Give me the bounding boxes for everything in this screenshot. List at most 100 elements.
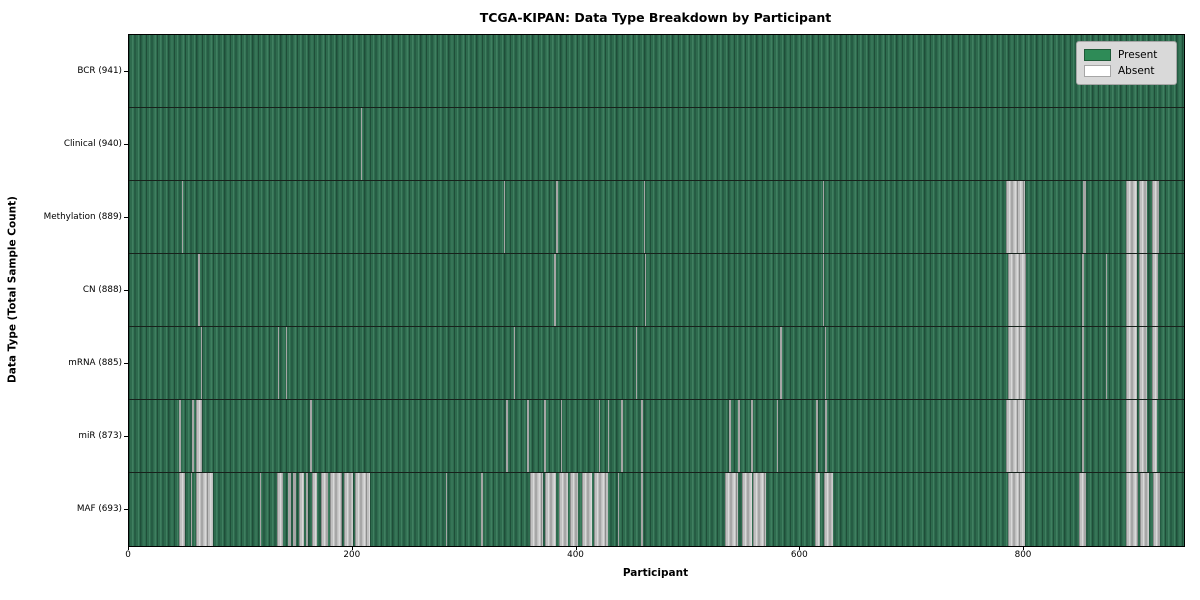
absent-stripe [823,473,833,546]
legend-item-present: Present [1084,47,1168,63]
absent-stripe [179,473,185,546]
absent-stripe [594,473,608,546]
absent-stripe [1008,254,1027,326]
absent-stripe [1125,400,1137,472]
absent-stripe [190,473,193,546]
absent-stripe [1006,181,1026,253]
absent-stripe [737,400,740,472]
absent-stripe [310,400,312,472]
absent-stripe [299,473,304,546]
absent-stripe [558,473,568,546]
absent-stripe [815,400,819,472]
absent-stripe [196,473,213,546]
absent-stripe [776,400,779,472]
absent-stripe [287,473,292,546]
row-MAF [129,473,1184,546]
x-tick-mark [351,546,353,550]
absent-stripe [644,254,647,326]
x-tick-label: 600 [790,550,808,560]
absent-stripe [1151,181,1160,253]
y-tick-label: MAF (693) [76,503,122,514]
absent-stripe [1008,327,1027,399]
absent-stripe [1151,254,1159,326]
absent-stripe [1139,181,1148,253]
row-BCR [129,35,1184,108]
absent-stripe [1082,254,1085,326]
absent-stripe [1139,254,1148,326]
y-tick-mark [124,70,128,72]
legend-item-absent: Absent [1084,63,1168,79]
absent-stripe [354,473,370,546]
absent-stripe [200,327,203,399]
x-tick-label: 0 [125,550,131,560]
absent-stripe [556,181,558,253]
y-tick-label: Methylation (889) [43,211,122,222]
absent-stripe [641,400,643,472]
absent-stripe [635,327,638,399]
absent-stripe [1082,327,1085,399]
absent-stripe [582,473,593,546]
chart-title: TCGA-KIPAN: Data Type Breakdown by Parti… [479,10,832,25]
absent-stripe [529,473,543,546]
y-tick-mark [124,362,128,364]
absent-stripe [343,473,353,546]
absent-stripe [728,400,731,472]
absent-stripe [814,473,821,546]
absent-stripe [822,181,825,253]
absent-stripe [822,254,825,326]
absent-stripe [179,400,181,472]
row-Methylation [129,181,1184,254]
absent-stripe [1125,327,1137,399]
x-tick-mark [1023,546,1024,550]
absent-stripe [293,473,296,546]
absent-stripe [1139,400,1148,472]
x-tick-mark [575,546,577,550]
absent-stripe [1125,473,1139,546]
x-tick-mark [799,546,801,550]
absent-stripe [617,473,620,546]
row-miR [129,400,1184,473]
row-Clinical [129,108,1184,181]
absent-stripe [1078,473,1086,546]
absent-stripe [643,181,646,253]
absent-stripe [1139,327,1148,399]
absent-stripe [1152,473,1161,546]
absent-stripe [545,473,557,546]
absent-stripe [554,254,556,326]
legend-absent-label: Absent [1118,65,1155,77]
absent-stripe [481,473,483,546]
absent-stripe [321,473,329,546]
y-tick-mark [124,435,128,437]
absent-stripe [445,473,448,546]
absent-stripe [1125,254,1137,326]
absent-stripe [330,473,342,546]
absent-stripe [276,473,284,546]
absent-stripe [824,400,828,472]
x-tick-label: 800 [1014,550,1032,560]
y-tick-mark [124,216,128,218]
legend: Present Absent [1076,41,1177,85]
legend-present-label: Present [1118,49,1158,61]
y-tick-label: CN (888) [82,284,122,295]
absent-stripe [1006,400,1026,472]
absent-stripe [259,473,262,546]
absent-stripe [196,400,202,472]
absent-stripe [1008,473,1026,546]
absent-stripe [1125,181,1137,253]
y-tick-label: miR (873) [78,430,122,441]
legend-absent-swatch [1084,65,1111,77]
absent-stripe [751,400,754,472]
y-tick-mark [124,289,128,291]
y-tick-mark [124,508,128,510]
absent-stripe [285,327,288,399]
absent-stripe [607,400,610,472]
absent-stripe [191,400,194,472]
y-tick-mark [124,143,128,145]
absent-stripe [1083,181,1086,253]
y-tick-label: Clinical (940) [63,138,122,149]
absent-stripe [725,473,738,546]
absent-stripe [1151,400,1158,472]
row-mRNA [129,327,1184,400]
absent-stripe [312,473,317,546]
